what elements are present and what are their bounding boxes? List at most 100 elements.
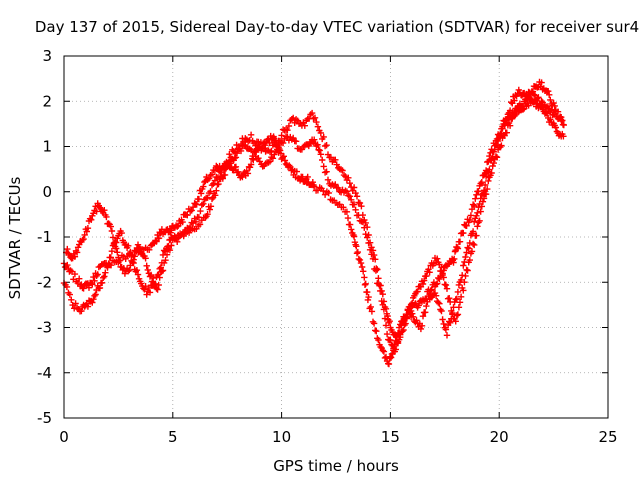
data-point-track-2 [437, 306, 444, 313]
data-point-track-1 [467, 212, 475, 219]
data-point-track-2 [383, 330, 391, 338]
data-point-track-2 [457, 276, 465, 284]
data-point-track-1 [234, 168, 242, 175]
data-point-track-2 [66, 291, 73, 298]
data-point-track-2 [146, 289, 154, 296]
data-point-track-1 [179, 218, 186, 226]
data-point-track-1 [325, 189, 332, 197]
data-point-track-3 [182, 230, 190, 237]
data-point-track-3 [362, 219, 369, 227]
data-point-track-1 [357, 259, 365, 267]
data-point-track-3 [159, 267, 167, 274]
data-point-track-2 [314, 141, 321, 148]
data-point-track-3 [468, 248, 476, 255]
data-point-track-1 [466, 216, 473, 224]
data-point-track-3 [168, 242, 175, 249]
data-point-track-3 [485, 177, 492, 185]
data-point-track-2 [455, 281, 463, 289]
data-point-track-1 [311, 183, 318, 190]
data-point-track-1 [380, 348, 388, 355]
data-point-track-3 [560, 121, 567, 129]
data-point-track-3 [285, 122, 293, 130]
data-point-track-1 [266, 139, 273, 147]
data-point-track-1 [358, 263, 366, 271]
data-point-track-3 [84, 225, 92, 232]
data-point-track-2 [266, 158, 274, 165]
data-point-track-1 [304, 173, 311, 181]
data-point-track-3 [469, 240, 477, 248]
data-point-track-1 [343, 208, 351, 215]
data-point-track-3 [101, 207, 108, 214]
data-point-track-3 [125, 268, 132, 275]
data-point-track-3 [546, 91, 553, 98]
data-point-track-2 [453, 295, 460, 302]
data-point-track-1 [64, 261, 71, 269]
data-point-track-3 [113, 245, 120, 252]
data-point-track-2 [101, 273, 108, 280]
data-point-track-3 [163, 251, 171, 258]
data-point-track-3 [370, 251, 378, 259]
data-point-track-3 [103, 213, 110, 221]
data-point-track-1 [535, 94, 542, 101]
data-point-track-3 [352, 189, 359, 197]
data-point-track-2 [474, 209, 481, 216]
data-point-track-1 [153, 238, 160, 245]
data-point-track-3 [529, 88, 537, 95]
data-point-track-3 [440, 274, 447, 281]
x-tick-label: 5 [168, 428, 178, 446]
data-point-track-2 [439, 316, 446, 323]
data-point-track-2 [255, 155, 262, 162]
data-point-track-3 [471, 241, 478, 249]
data-point-track-3 [378, 287, 385, 295]
data-point-track-2 [506, 107, 514, 114]
data-point-track-2 [419, 313, 427, 320]
data-point-track-2 [348, 196, 355, 203]
data-point-track-3 [373, 265, 380, 272]
data-point-track-3 [473, 232, 480, 239]
data-point-track-3 [493, 154, 501, 161]
data-point-track-3 [358, 203, 365, 210]
data-point-track-3 [407, 301, 415, 308]
data-points [60, 78, 567, 368]
data-point-track-3 [372, 256, 379, 263]
data-point-track-3 [466, 256, 473, 264]
data-point-track-1 [367, 303, 374, 311]
data-point-track-3 [434, 255, 441, 262]
data-point-track-2 [90, 296, 97, 303]
data-point-track-2 [133, 267, 141, 274]
data-point-track-1 [208, 171, 216, 178]
data-point-track-3 [108, 227, 116, 235]
x-tick-label: 15 [381, 428, 400, 446]
data-point-track-2 [292, 138, 300, 145]
data-point-track-3 [476, 217, 483, 224]
data-point-track-1 [276, 147, 284, 154]
y-tick-label: -3 [37, 319, 52, 337]
data-point-track-3 [425, 266, 432, 273]
y-tick-label: 2 [42, 92, 52, 110]
data-point-track-3 [211, 177, 219, 184]
data-point-track-3 [462, 272, 469, 280]
data-point-track-3 [236, 145, 243, 152]
data-point-track-3 [404, 307, 411, 314]
data-point-track-3 [346, 180, 353, 187]
data-point-track-3 [414, 288, 421, 295]
data-point-track-3 [214, 174, 221, 181]
data-point-track-3 [274, 141, 281, 149]
data-point-track-3 [93, 208, 100, 215]
data-point-track-2 [460, 262, 467, 269]
data-point-track-1 [385, 360, 393, 368]
data-point-track-3 [107, 223, 114, 230]
data-point-track-3 [461, 279, 468, 286]
data-point-track-2 [486, 166, 493, 173]
data-point-track-2 [100, 274, 107, 281]
data-point-track-3 [276, 137, 284, 145]
data-point-track-1 [469, 201, 477, 208]
data-point-track-1 [197, 190, 205, 197]
data-point-track-2 [108, 248, 116, 255]
data-point-track-1 [76, 275, 83, 282]
data-point-track-3 [96, 204, 104, 211]
data-point-track-2 [313, 142, 320, 150]
data-point-track-1 [370, 320, 378, 327]
data-point-track-2 [332, 181, 339, 188]
